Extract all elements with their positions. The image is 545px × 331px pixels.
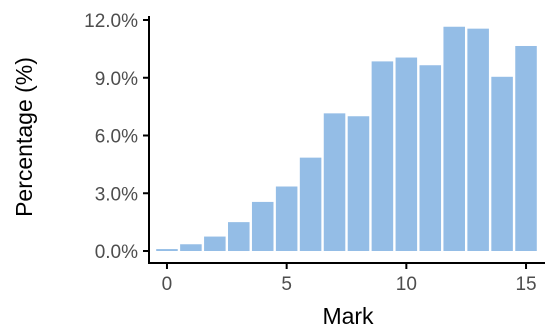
x-tick-label: 5 xyxy=(281,274,292,295)
bar-mark-7 xyxy=(323,113,346,251)
y-tick-label: 9.0% xyxy=(95,69,138,90)
bar-mark-13 xyxy=(467,28,489,251)
bar-mark-0 xyxy=(156,249,178,251)
bar-mark-1 xyxy=(180,244,202,251)
bar-mark-3 xyxy=(228,222,250,252)
y-tick-label: 6.0% xyxy=(95,127,138,148)
y-tick-label: 12.0% xyxy=(84,11,138,32)
x-ticks-group: 0 5 10 15 xyxy=(162,263,537,295)
bar-mark-6 xyxy=(299,157,322,251)
bar-mark-11 xyxy=(419,65,442,252)
x-tick-label: 10 xyxy=(396,274,417,295)
bar-mark-9 xyxy=(371,61,394,251)
bar-mark-4 xyxy=(251,201,274,251)
bars-group xyxy=(156,26,537,252)
bar-mark-5 xyxy=(275,186,298,251)
y-axis-title: Percentage (%) xyxy=(11,57,37,217)
bar-mark-12 xyxy=(443,26,465,251)
y-tick-label: 3.0% xyxy=(95,184,138,205)
bar-mark-2 xyxy=(204,236,226,251)
bar-mark-14 xyxy=(491,76,513,251)
bar-mark-8 xyxy=(347,116,370,251)
y-ticks-group: 0.0% 3.0% 6.0% 9.0% 12.0% xyxy=(84,11,149,263)
x-tick-label: 15 xyxy=(515,274,536,295)
y-tick-label: 0.0% xyxy=(95,242,138,263)
x-axis-title: Mark xyxy=(322,303,374,329)
x-tick-label: 0 xyxy=(162,274,173,295)
bar-mark-10 xyxy=(395,57,418,251)
bar-mark-15 xyxy=(515,45,537,251)
